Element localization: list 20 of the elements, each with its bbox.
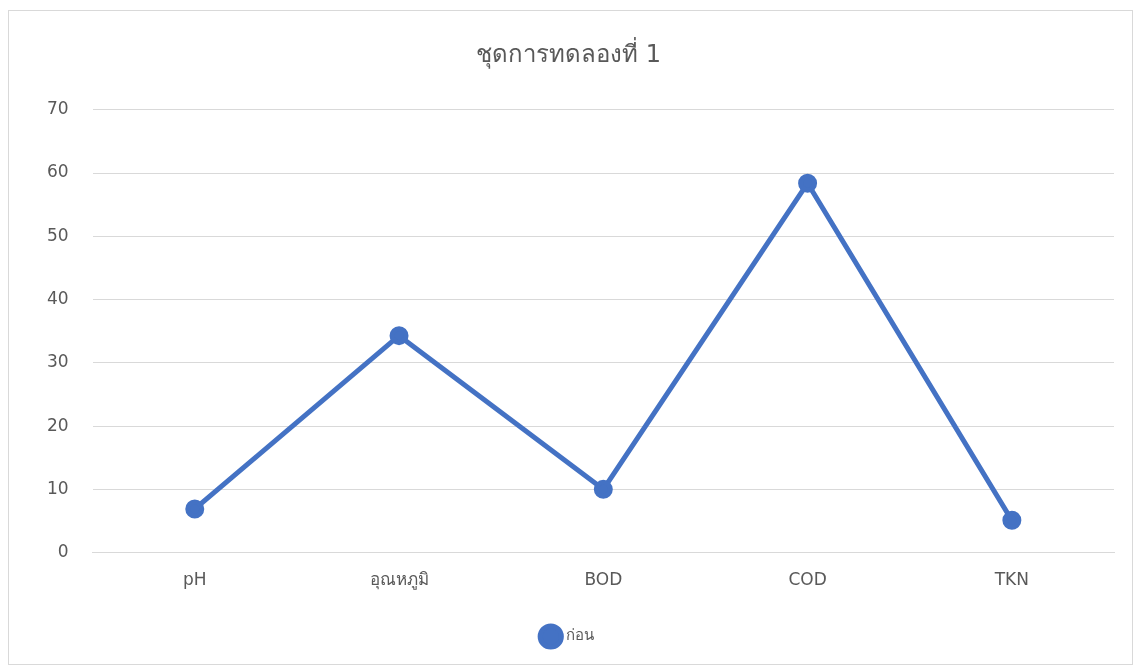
point [798,173,818,193]
x-tick-label: อุณหภูมิ [369,569,429,591]
y-tick-label: 50 [46,224,69,245]
y-tick-label: 40 [46,287,69,308]
y-tick-label: 10 [46,477,69,498]
y-tick-label: 30 [46,351,69,372]
point [1002,510,1022,530]
point [185,499,205,519]
x-tick-label: COD [788,569,827,590]
x-tick-label: pH [182,569,207,590]
legend-label: ก่อน [565,626,594,645]
y-tick-label: 70 [46,98,69,119]
y-tick-label: 0 [57,541,69,562]
x-tick-label: TKN [993,569,1029,590]
chart-title: ชุดการทดลองที่ 1 [476,36,661,69]
point [593,479,613,499]
y-tick-label: 60 [46,161,69,182]
y-tick-label: 20 [46,414,69,435]
point [389,326,409,346]
x-tick-label: BOD [584,569,623,590]
